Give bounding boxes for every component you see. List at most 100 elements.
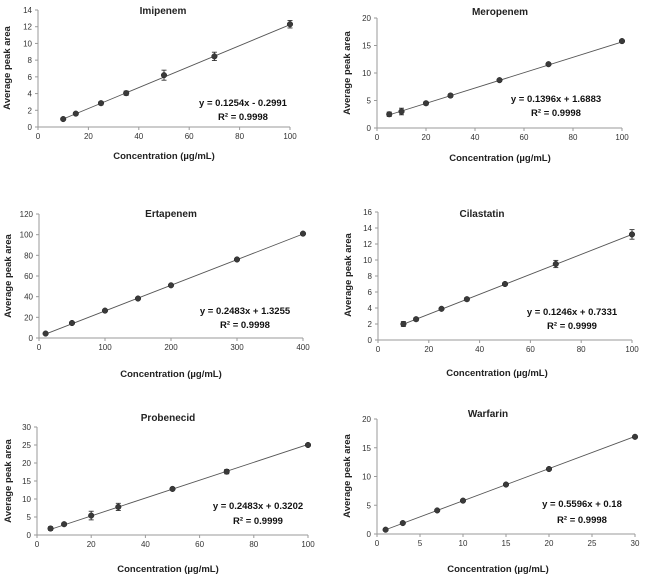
y-tick-label: 12 — [23, 23, 32, 32]
data-point — [233, 256, 241, 263]
chart-imipenem: 0 20 40 60 80 100 0 2 4 6 8 10 12 14 Imipenem Concentra… — [0, 0, 300, 172]
chart-ertapenem-svg: 0 100 200 300 400 0 20 40 60 80 100 120 Ertapenem Con… — [3, 209, 310, 380]
y-tick-label: 0 — [27, 531, 32, 540]
data-point — [167, 282, 175, 289]
data-point — [545, 61, 552, 68]
x-tick-label: 40 — [134, 132, 143, 141]
chart-title: Imipenem — [140, 6, 187, 17]
regression-equation: y = 0.5596x + 0.18 — [542, 499, 622, 510]
data-point — [386, 111, 393, 118]
x-tick-label: 20 — [87, 540, 96, 549]
data-point — [299, 230, 307, 237]
y-tick-label: 10 — [23, 39, 32, 48]
y-axis-label: Average peak area — [2, 25, 13, 109]
y-tick-label: 2 — [368, 320, 373, 329]
chart-meropenem: 0 20 40 60 80 100 0 5 10 15 20 Meropenem Concentrati… — [330, 0, 640, 172]
y-tick-label: 2 — [28, 106, 33, 115]
x-tick-label: 100 — [615, 133, 629, 142]
data-point — [68, 319, 76, 327]
data-point — [502, 481, 510, 488]
data-point — [438, 305, 445, 312]
r-squared: R² = 0.9998 — [557, 515, 607, 526]
y-tick-label: 120 — [20, 210, 34, 219]
data-point — [422, 100, 430, 107]
data-point — [459, 497, 467, 504]
x-axis-label: Concentration (µg/mL) — [117, 564, 219, 575]
y-tick-label: 14 — [23, 6, 32, 15]
y-axis-label: Average peak area — [342, 433, 353, 517]
y-tick-label: 20 — [362, 415, 371, 424]
y-tick-label: 40 — [24, 293, 33, 302]
x-tick-label: 200 — [164, 343, 178, 352]
data-point — [501, 280, 509, 288]
r-squared: R² = 0.9998 — [218, 112, 268, 123]
y-tick-label: 15 — [362, 42, 371, 51]
y-tick-label: 6 — [368, 288, 373, 297]
x-tick-label: 5 — [418, 539, 423, 548]
trendline — [385, 436, 636, 531]
x-tick-label: 20 — [424, 345, 433, 354]
regression-equation: y = 0.2483x + 1.3255 — [200, 306, 291, 317]
regression-equation: y = 0.2483x + 0.3202 — [213, 501, 303, 512]
data-point — [631, 433, 639, 440]
y-tick-label: 30 — [22, 423, 31, 432]
x-tick-label: 60 — [185, 132, 194, 141]
x-tick-label: 100 — [283, 132, 297, 141]
chart-title: Warfarin — [468, 409, 508, 420]
x-tick-label: 80 — [569, 133, 578, 142]
y-tick-label: 10 — [362, 473, 371, 482]
y-tick-label: 60 — [24, 272, 33, 281]
x-tick-label: 80 — [577, 345, 586, 354]
r-squared: R² = 0.9998 — [531, 108, 581, 119]
y-tick-label: 6 — [28, 73, 33, 82]
y-tick-label: 8 — [28, 56, 33, 65]
y-tick-label: 16 — [363, 208, 372, 217]
y-tick-label: 15 — [362, 444, 371, 453]
data-point — [97, 100, 105, 107]
x-tick-label: 40 — [141, 540, 150, 549]
x-tick-label: 300 — [230, 343, 244, 352]
data-point — [413, 316, 420, 323]
y-tick-label: 20 — [362, 14, 371, 23]
r-squared: R² = 0.9999 — [547, 321, 597, 332]
y-tick-label: 10 — [363, 256, 372, 265]
y-tick-label: 4 — [28, 90, 33, 99]
r-squared: R² = 0.9999 — [233, 516, 283, 527]
x-tick-label: 15 — [502, 539, 511, 548]
x-tick-label: 80 — [235, 132, 244, 141]
data-point — [628, 231, 636, 238]
data-point — [123, 90, 130, 97]
regression-equation: y = 0.1246x + 0.7331 — [527, 307, 618, 318]
y-tick-label: 0 — [29, 334, 34, 343]
chart-meropenem-svg: 0 20 40 60 80 100 0 5 10 15 20 Meropenem Concentrati… — [342, 7, 629, 164]
y-tick-label: 20 — [24, 313, 33, 322]
y-tick-label: 5 — [27, 513, 32, 522]
y-tick-label: 10 — [362, 69, 371, 78]
data-point — [434, 507, 441, 514]
x-tick-label: 20 — [545, 539, 554, 548]
x-tick-label: 40 — [475, 345, 484, 354]
y-tick-label: 0 — [367, 124, 372, 133]
regression-equation: y = 0.1396x + 1.6883 — [511, 94, 601, 105]
x-tick-label: 0 — [375, 133, 380, 142]
y-axis-label: Average peak area — [343, 232, 354, 316]
x-tick-label: 0 — [375, 539, 380, 548]
data-point — [399, 520, 406, 527]
chart-title: Ertapenem — [145, 209, 197, 220]
x-axis-label: Concentration (µg/mL) — [447, 564, 549, 575]
y-axis-label: Average peak area — [3, 438, 14, 522]
y-tick-label: 25 — [22, 441, 31, 450]
data-point — [286, 21, 294, 28]
y-tick-label: 8 — [368, 272, 373, 281]
x-tick-label: 0 — [376, 345, 381, 354]
x-axis-label: Concentration (µg/mL) — [120, 369, 222, 380]
x-tick-label: 25 — [588, 539, 597, 548]
trendline — [45, 233, 304, 335]
y-tick-label: 0 — [367, 530, 372, 539]
data-point — [496, 77, 503, 84]
y-tick-label: 10 — [22, 495, 31, 504]
y-tick-label: 4 — [368, 304, 373, 313]
chart-probenecid-svg: 0 20 40 60 80 100 0 5 10 15 20 25 30 Probenecid Concen… — [3, 413, 315, 575]
data-point — [398, 108, 405, 115]
data-point — [304, 441, 312, 449]
